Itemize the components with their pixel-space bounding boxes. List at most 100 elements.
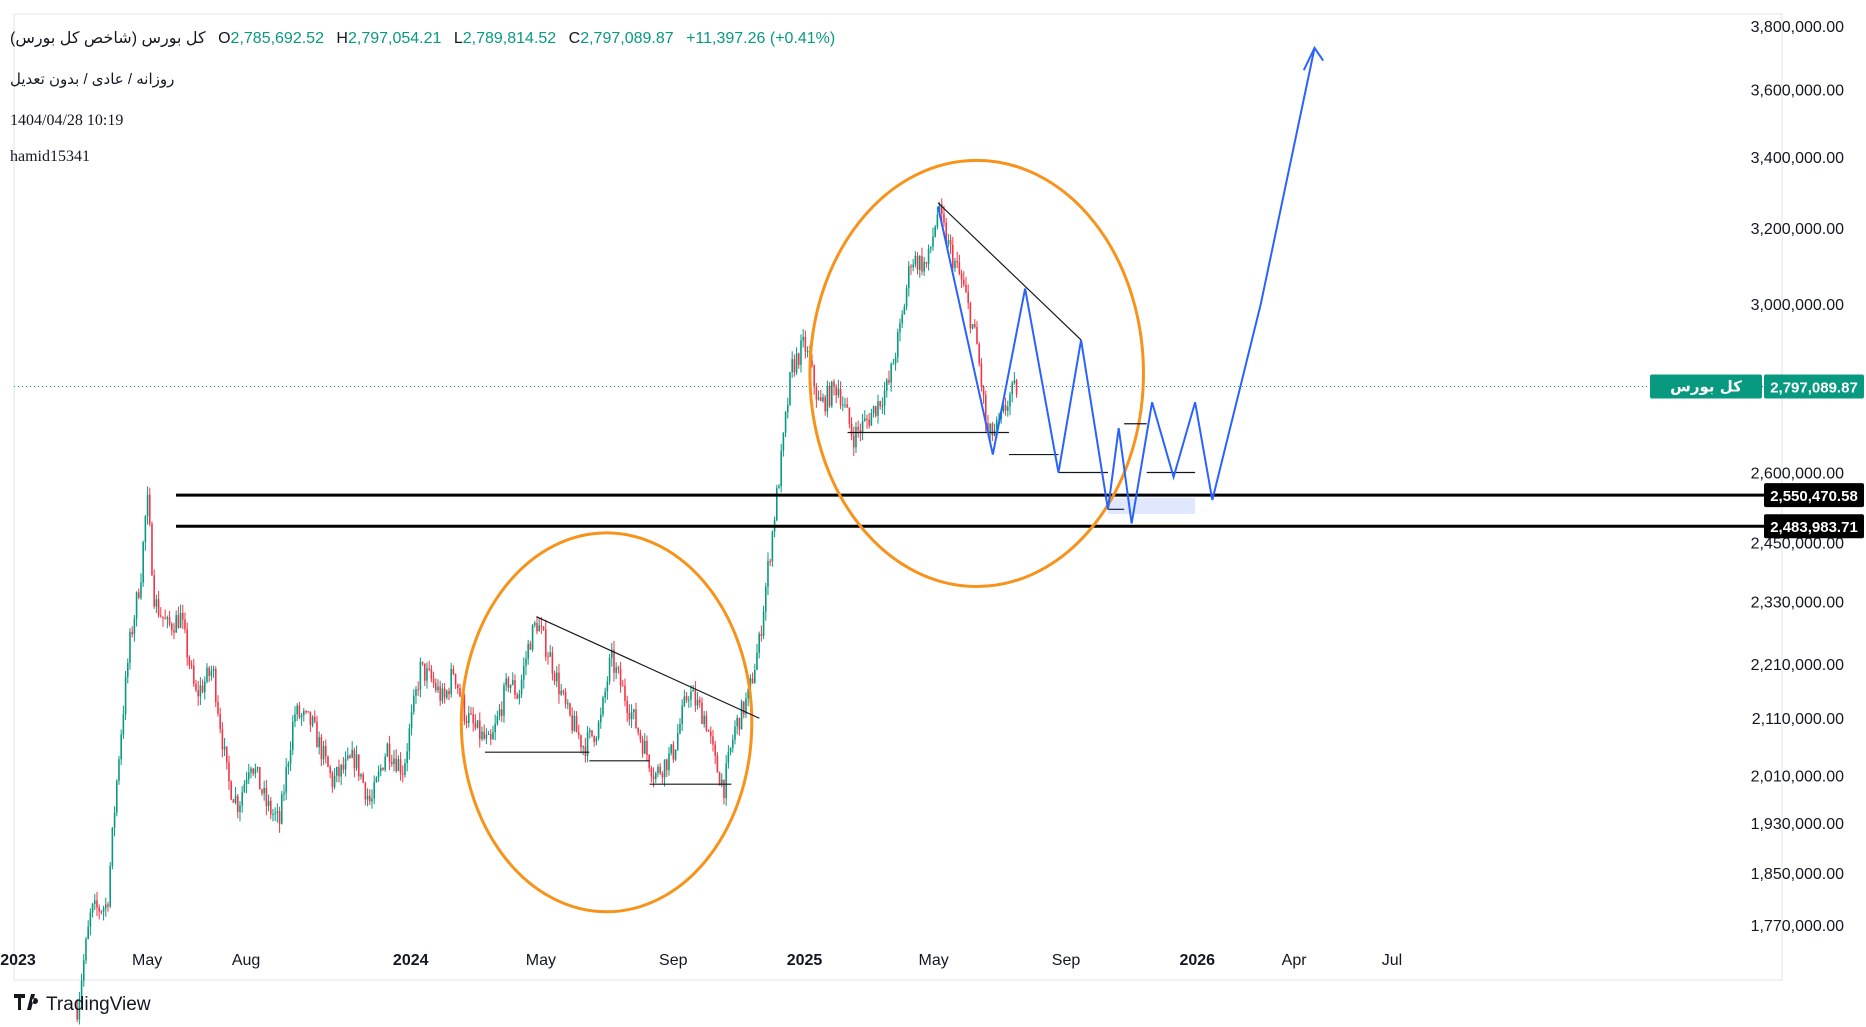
candle bbox=[465, 715, 468, 729]
highlight-zone bbox=[1107, 497, 1196, 514]
candle bbox=[232, 798, 235, 803]
candle-body bbox=[762, 611, 765, 636]
candle bbox=[426, 662, 428, 689]
candle bbox=[769, 558, 771, 566]
open-label: O bbox=[218, 30, 231, 47]
candle bbox=[661, 771, 664, 784]
candle bbox=[965, 277, 967, 293]
candle bbox=[615, 662, 617, 679]
tradingview-logo[interactable]: TradingView bbox=[14, 993, 151, 1016]
candle-body bbox=[635, 709, 637, 729]
candle bbox=[960, 269, 963, 289]
candle bbox=[443, 683, 446, 704]
candle bbox=[496, 710, 499, 726]
candle-body bbox=[124, 676, 127, 715]
candle-body bbox=[725, 763, 727, 799]
candle bbox=[318, 731, 320, 755]
candle bbox=[822, 393, 824, 403]
candle-body bbox=[137, 592, 140, 598]
candle bbox=[872, 405, 875, 418]
candle bbox=[263, 780, 265, 801]
candle bbox=[956, 251, 958, 269]
candle bbox=[470, 706, 472, 716]
candle-body bbox=[866, 418, 868, 420]
candle-body bbox=[547, 656, 549, 658]
candle bbox=[584, 737, 587, 763]
candle-body bbox=[489, 733, 492, 740]
candle bbox=[782, 432, 785, 457]
candle bbox=[712, 729, 714, 752]
candle bbox=[428, 660, 430, 672]
candle bbox=[142, 540, 144, 587]
candle-body bbox=[665, 759, 668, 771]
candle bbox=[474, 714, 477, 731]
candle bbox=[157, 590, 160, 618]
candle bbox=[723, 779, 725, 805]
candle-body bbox=[452, 668, 455, 674]
candle-body bbox=[701, 702, 703, 724]
candle-body bbox=[674, 749, 677, 760]
candle-body bbox=[498, 709, 501, 717]
candle-body bbox=[111, 827, 114, 867]
candle-body bbox=[861, 420, 864, 433]
candle-body bbox=[676, 733, 679, 750]
candle-body bbox=[322, 746, 325, 760]
candle-body bbox=[177, 615, 180, 628]
candle-body bbox=[914, 255, 917, 265]
candle-body bbox=[368, 795, 371, 802]
candle-body bbox=[230, 781, 232, 800]
candle bbox=[100, 910, 103, 915]
candle bbox=[740, 699, 743, 730]
candle bbox=[701, 697, 703, 724]
candle bbox=[958, 254, 961, 276]
candle-body bbox=[738, 717, 741, 730]
candle bbox=[885, 378, 888, 398]
candle bbox=[802, 328, 804, 348]
candle bbox=[793, 354, 796, 377]
candle bbox=[353, 747, 356, 778]
candle bbox=[529, 640, 532, 650]
symbol-tag-bg bbox=[1650, 374, 1762, 399]
candle-body bbox=[819, 397, 822, 402]
candle-body bbox=[606, 681, 609, 692]
candle bbox=[624, 678, 626, 707]
candle bbox=[489, 729, 492, 746]
candle bbox=[276, 803, 279, 823]
x-tick-label: May bbox=[919, 952, 949, 969]
candle-body bbox=[203, 681, 206, 693]
candle-body bbox=[771, 531, 774, 562]
candle bbox=[657, 764, 659, 778]
candle-body bbox=[1002, 405, 1005, 411]
candle bbox=[115, 779, 118, 817]
candle-body bbox=[795, 353, 798, 373]
candle bbox=[511, 672, 514, 686]
candle-body bbox=[912, 264, 914, 268]
candle-body bbox=[850, 423, 853, 436]
candle bbox=[208, 666, 210, 683]
candle-body bbox=[573, 715, 576, 731]
candle bbox=[720, 773, 723, 788]
candle-body bbox=[148, 494, 151, 524]
candle-body bbox=[734, 726, 736, 740]
candle bbox=[758, 631, 760, 659]
candle-body bbox=[335, 766, 338, 776]
candle bbox=[973, 319, 976, 329]
candle bbox=[118, 755, 120, 785]
candle bbox=[967, 284, 969, 310]
candle-body bbox=[736, 717, 738, 727]
candle-body bbox=[888, 379, 890, 383]
candle-body bbox=[951, 244, 954, 268]
candle bbox=[322, 740, 325, 765]
candle bbox=[848, 407, 851, 429]
candle bbox=[786, 397, 789, 419]
candle-body bbox=[769, 561, 771, 563]
candle bbox=[80, 973, 83, 1006]
candle-body bbox=[817, 397, 820, 400]
candle bbox=[742, 701, 745, 719]
candle bbox=[467, 705, 470, 728]
candle-body bbox=[916, 255, 919, 270]
candle-body bbox=[278, 811, 281, 824]
candle-body bbox=[408, 728, 411, 752]
candle-body bbox=[767, 561, 769, 587]
